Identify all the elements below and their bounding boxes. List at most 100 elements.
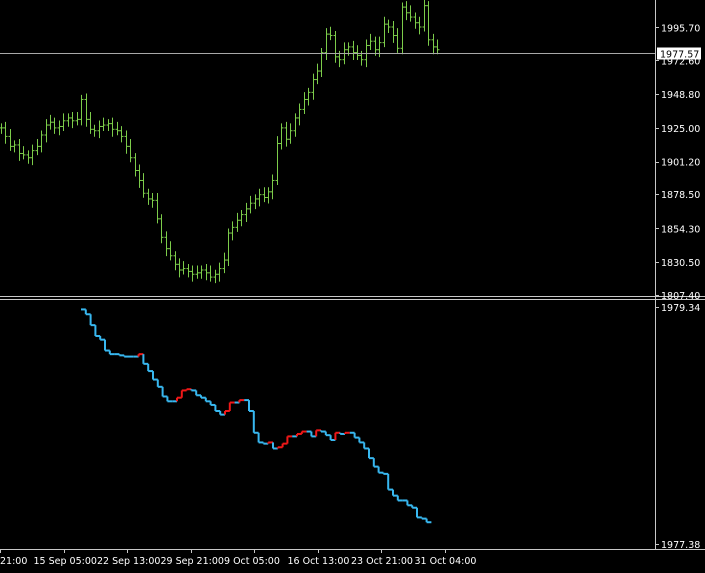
price-bar [190,265,195,282]
price-bar [106,119,111,132]
price-bar [155,192,160,224]
indicator-segment [123,355,129,358]
indicator-segment [425,518,432,524]
price-bar [311,73,316,100]
price-bar [70,111,75,129]
price-bar [422,0,427,32]
price-bar [368,33,373,51]
price-bar [275,136,280,186]
chart-frames [0,0,705,550]
price-bar [26,150,31,164]
price-bar [213,269,218,284]
price-bar [235,212,240,232]
price-bar [248,195,253,214]
price-bar [226,228,231,267]
price-bar [244,202,249,222]
price-bar [373,36,378,56]
price-bar [328,26,333,41]
price-bar [133,153,138,177]
price-bar [101,117,106,132]
price-bar [382,16,387,48]
price-bar [8,129,13,151]
price-bar [168,241,173,261]
price-bar [257,188,262,207]
price-bar [146,188,151,205]
price-bar [21,146,26,160]
price-bar [270,174,275,200]
indicator-segment [166,396,173,403]
indicator-segment [238,399,245,403]
price-bar [3,121,8,144]
price-bar [186,264,191,278]
price-bar [279,123,284,150]
price-bar [177,258,182,278]
price-bar [230,221,235,241]
indicator-segment [300,430,307,434]
time-axis-label: 8 Sep 21:00 [0,556,27,567]
price-bar [88,111,93,134]
price-axis-label: 1807.40 [661,291,700,302]
price-bar [115,121,120,136]
price-bar [84,93,89,127]
price-axis-label: 1925.00 [661,124,700,135]
price-bar [173,251,178,271]
indicator-segment [228,401,235,411]
price-bar [48,114,53,130]
price-bar [386,19,391,33]
price-bar [128,138,133,163]
price-bar [284,121,289,147]
price-bar [431,33,436,55]
price-bar [164,231,169,257]
price-bar [319,48,324,78]
price-bars [0,0,440,284]
price-bar [35,138,40,156]
price-axis-label: 1878.50 [661,190,700,201]
price-bar [66,113,71,127]
price-bar [288,123,293,144]
price-bar [181,261,186,275]
price-axis-label: 1830.50 [661,258,700,269]
price-bar [57,120,62,136]
price-bar [204,264,209,281]
price-bar [208,265,213,282]
price-bar [44,119,49,143]
price-axis-label: 1854.30 [661,224,700,235]
price-bar [199,265,204,279]
time-axis-label: 16 Oct 13:00 [288,556,350,567]
price-bar [17,138,22,161]
price-bar [97,120,102,139]
price-bar [239,210,244,227]
indicator-axis: 1979.34 1977.38 [655,303,700,551]
price-bar [413,12,418,29]
price-bar [195,265,200,279]
indicator-segment [108,350,115,356]
price-bar [0,123,4,134]
price-bar [351,40,356,60]
price-bar [119,126,124,143]
price-bar [222,252,227,274]
price-bar [30,144,35,166]
price-bar [253,194,258,210]
time-axis-label: 31 Oct 04:00 [415,556,477,567]
price-bar [306,87,311,106]
indicator-series [81,308,432,524]
price-bar [293,113,298,137]
price-bar [302,92,307,114]
price-bar [355,45,360,60]
time-axis-label: 9 Oct 05:00 [224,556,280,567]
time-axis-label: 23 Oct 21:00 [351,556,413,567]
price-bar [12,140,17,153]
price-bar [92,124,97,137]
price-bar [52,117,57,134]
price-bar [137,164,142,188]
price-bar [333,30,338,63]
indicator-axis-label: 1977.38 [661,540,700,551]
time-axis-label: 15 Sep 05:00 [34,556,97,567]
price-bar [315,63,320,85]
current-price-label-bg [657,47,701,60]
price-bar [408,5,413,22]
price-axis-label: 1901.20 [661,158,700,169]
